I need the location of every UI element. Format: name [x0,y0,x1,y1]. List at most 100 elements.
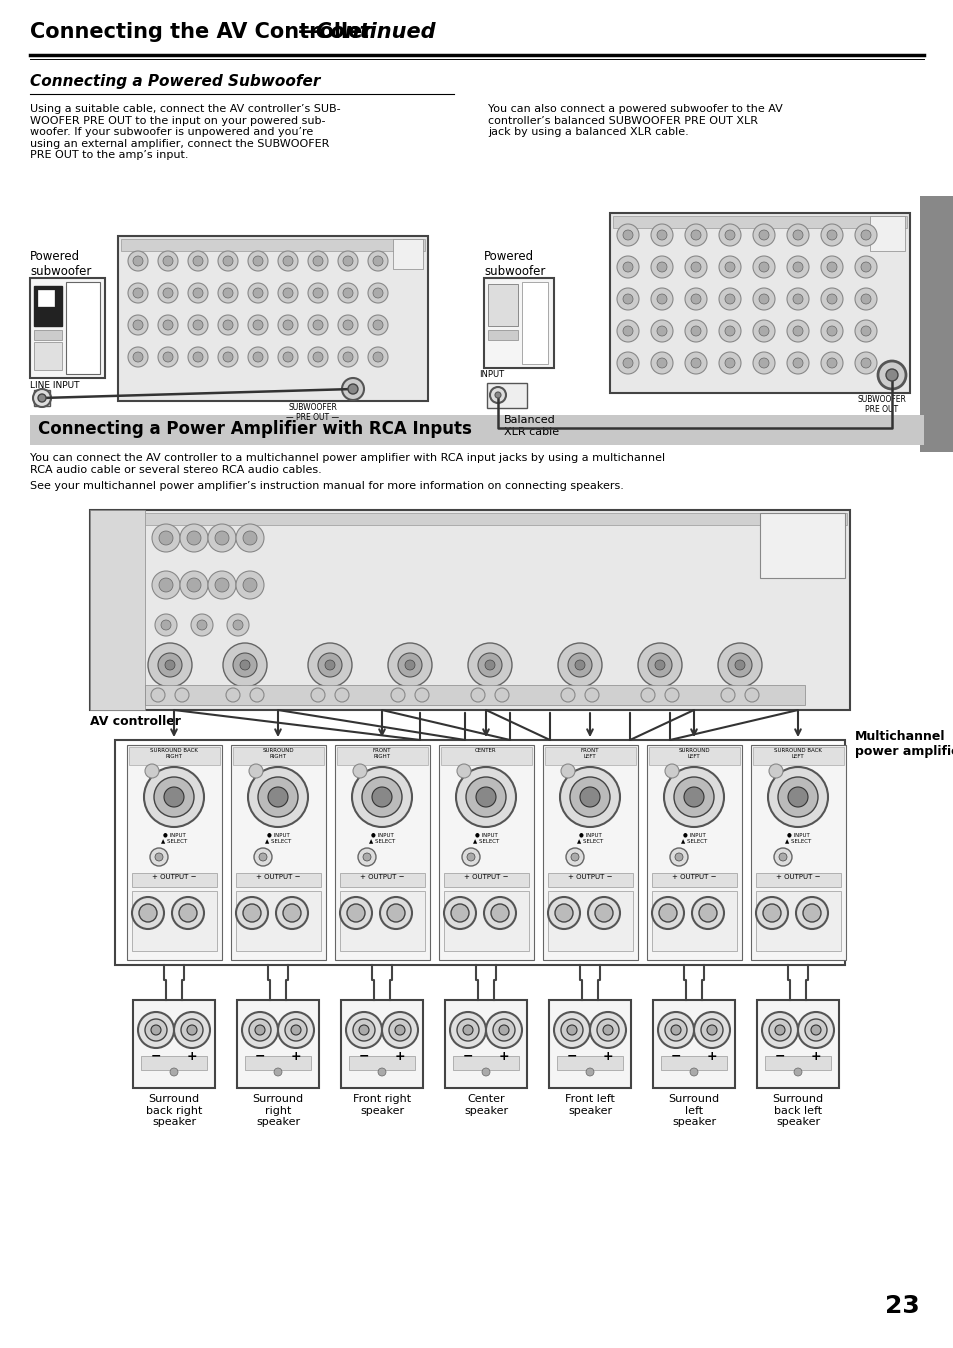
Circle shape [498,1024,509,1035]
Circle shape [495,392,500,398]
Circle shape [802,905,821,922]
Circle shape [313,319,323,330]
Circle shape [223,352,233,363]
Circle shape [132,352,143,363]
Circle shape [285,1019,307,1041]
Circle shape [786,288,808,310]
Bar [453,1055,518,1070]
Circle shape [152,524,180,551]
Circle shape [597,1019,618,1041]
Circle shape [759,326,768,336]
Circle shape [158,346,178,367]
Circle shape [724,262,734,272]
Circle shape [132,256,143,266]
Circle shape [854,319,876,342]
Circle shape [214,578,229,592]
Text: 23: 23 [884,1294,919,1318]
Text: SURROUND
RIGHT: SURROUND RIGHT [262,748,294,759]
Text: +: + [706,1050,717,1064]
Circle shape [353,764,367,778]
Circle shape [690,262,700,272]
Circle shape [663,767,723,828]
Text: Multichannel
power amplifier: Multichannel power amplifier [854,731,953,758]
Circle shape [214,531,229,545]
Circle shape [381,1012,417,1047]
Bar [488,284,517,326]
Circle shape [719,256,740,278]
Bar [488,330,517,340]
Circle shape [700,1019,722,1041]
Text: Connecting a Power Amplifier with RCA Inputs: Connecting a Power Amplifier with RCA In… [38,421,472,438]
Circle shape [547,896,579,929]
Circle shape [313,288,323,298]
Circle shape [724,231,734,240]
Circle shape [308,643,352,687]
Circle shape [584,687,598,702]
Bar [34,286,62,326]
Circle shape [248,767,308,828]
Circle shape [283,352,293,363]
Text: SURROUND
LEFT: SURROUND LEFT [678,748,709,759]
Circle shape [373,319,382,330]
Circle shape [821,256,842,278]
Circle shape [617,319,639,342]
Circle shape [476,787,496,807]
Circle shape [165,661,174,670]
Circle shape [755,896,787,929]
Circle shape [240,661,250,670]
Circle shape [335,687,349,702]
Text: ● INPUT
▲ SELECT: ● INPUT ▲ SELECT [369,832,395,842]
Circle shape [248,346,268,367]
Circle shape [566,1024,577,1035]
Bar [132,891,216,950]
Circle shape [343,319,353,330]
Circle shape [493,1019,515,1041]
Circle shape [461,848,479,865]
Circle shape [346,1012,381,1047]
Circle shape [885,369,897,381]
Circle shape [719,319,740,342]
Text: You can connect the AV controller to a multichannel power amplifier with RCA inp: You can connect the AV controller to a m… [30,453,664,474]
Circle shape [218,315,237,336]
Bar [393,239,422,270]
Circle shape [193,256,203,266]
Circle shape [861,359,870,368]
Bar [755,874,841,887]
Circle shape [352,767,412,828]
Bar [752,747,843,766]
Bar [34,330,62,340]
Circle shape [373,288,382,298]
Circle shape [128,251,148,271]
Bar [127,745,222,960]
Circle shape [571,853,578,861]
Circle shape [759,294,768,305]
Circle shape [752,319,774,342]
Circle shape [778,776,817,817]
Circle shape [317,652,341,677]
Circle shape [565,848,583,865]
Bar [34,390,50,406]
Circle shape [792,359,802,368]
Text: −: − [670,1050,680,1064]
Circle shape [187,578,201,592]
Circle shape [148,643,192,687]
Circle shape [752,352,774,373]
Circle shape [163,288,172,298]
Bar [340,1000,422,1088]
Circle shape [555,905,573,922]
Bar [755,891,841,950]
Circle shape [684,256,706,278]
Circle shape [223,256,233,266]
Bar [652,1000,734,1088]
Circle shape [744,687,759,702]
Circle shape [761,1012,797,1047]
Circle shape [243,905,261,922]
Circle shape [664,764,679,778]
Text: FRONT
RIGHT: FRONT RIGHT [373,748,391,759]
Bar [542,745,638,960]
Circle shape [132,319,143,330]
Bar [236,1000,318,1088]
Bar [613,216,906,228]
Circle shape [690,231,700,240]
Circle shape [773,848,791,865]
